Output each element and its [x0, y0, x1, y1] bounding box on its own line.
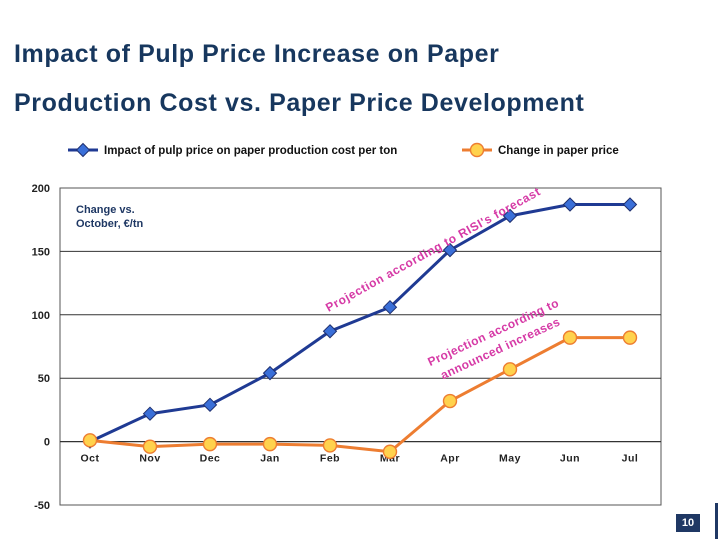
y-tick-label: 100 [32, 310, 50, 322]
y-tick-label: 0 [44, 437, 50, 449]
data-point [562, 330, 578, 345]
title-line-2: Production Cost vs. Paper Price Developm… [14, 89, 585, 117]
y-tick-label: -50 [34, 500, 50, 512]
y-axis-annotation: Change vs. [76, 204, 135, 216]
chart-legend: Impact of pulp price on paper production… [68, 142, 619, 158]
data-point [262, 365, 278, 381]
y-axis-annotation: October, €/tn [76, 218, 144, 230]
data-point [382, 444, 398, 459]
plot-area: -50050100150200OctNovDecJanFebMarAprMayJ… [32, 183, 662, 512]
x-tick-label: Apr [440, 453, 460, 465]
x-tick-label: Jun [560, 453, 580, 465]
data-point [142, 439, 158, 454]
data-point [82, 433, 98, 448]
x-tick-label: Oct [80, 453, 99, 465]
data-point [202, 436, 218, 452]
data-point [442, 242, 458, 258]
y-tick-label: 50 [38, 373, 50, 385]
x-tick-label: Jan [260, 453, 280, 465]
x-tick-label: Feb [320, 453, 340, 465]
page-number: 10 [676, 514, 700, 532]
y-tick-label: 150 [32, 246, 50, 258]
x-tick-label: Jul [622, 453, 639, 465]
data-point [622, 330, 638, 345]
page-accent-bar [715, 503, 718, 539]
legend-label-0: Impact of pulp price on paper production… [104, 145, 397, 157]
title-line-1: Impact of Pulp Price Increase on Paper [14, 40, 500, 68]
data-point [622, 197, 638, 212]
page-title: Impact of Pulp Price Increase on Paper P… [14, 30, 584, 128]
data-point [142, 406, 158, 421]
legend-marker-0 [75, 142, 91, 158]
series-line-1 [89, 336, 630, 454]
x-tick-label: May [499, 453, 521, 465]
data-point [502, 208, 518, 224]
x-tick-label: Nov [139, 453, 160, 465]
data-point [262, 436, 278, 452]
data-point [442, 393, 458, 409]
data-point [562, 197, 578, 212]
x-tick-label: Dec [200, 453, 221, 465]
data-point [202, 397, 218, 413]
legend-label-1: Change in paper price [498, 145, 619, 157]
data-point [322, 324, 338, 339]
legend-marker-1 [469, 142, 485, 158]
plot-border [59, 187, 662, 506]
data-point [382, 299, 398, 315]
data-point [322, 438, 338, 453]
series-line-0 [89, 202, 630, 443]
data-point [502, 362, 518, 377]
y-tick-label: 200 [32, 183, 50, 195]
